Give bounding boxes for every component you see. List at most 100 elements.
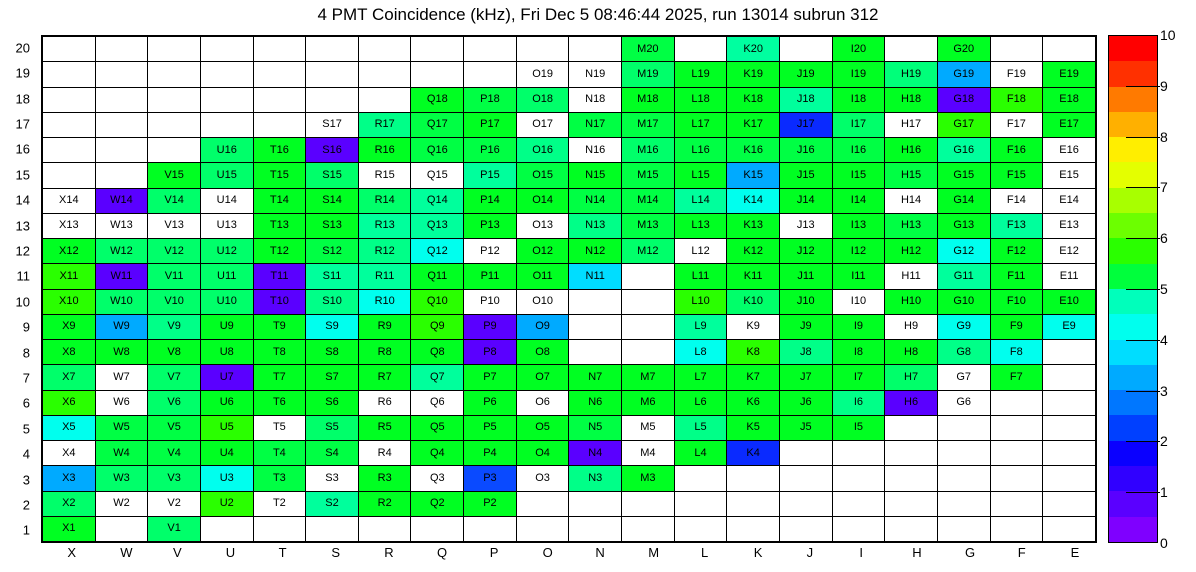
heatmap-cell-empty[interactable] bbox=[936, 465, 991, 492]
heatmap-cell-empty[interactable] bbox=[94, 35, 149, 63]
heatmap-cell-l11[interactable]: L11 bbox=[673, 263, 728, 290]
heatmap-cell-l10[interactable]: L10 bbox=[673, 288, 728, 315]
heatmap-cell-g18[interactable]: G18 bbox=[936, 86, 991, 113]
heatmap-cell-j19[interactable]: J19 bbox=[778, 61, 833, 88]
heatmap-cell-empty[interactable] bbox=[1042, 490, 1096, 517]
heatmap-cell-x5[interactable]: X5 bbox=[42, 414, 96, 442]
heatmap-cell-empty[interactable] bbox=[410, 35, 465, 63]
heatmap-cell-j8[interactable]: J8 bbox=[778, 338, 833, 366]
heatmap-cell-r5[interactable]: R5 bbox=[357, 414, 412, 442]
heatmap-cell-empty[interactable] bbox=[673, 465, 728, 492]
heatmap-cell-t15[interactable]: T15 bbox=[252, 162, 307, 189]
heatmap-cell-p7[interactable]: P7 bbox=[463, 364, 517, 391]
heatmap-cell-k5[interactable]: K5 bbox=[726, 414, 780, 442]
heatmap-cell-x1[interactable]: X1 bbox=[42, 515, 96, 543]
heatmap-cell-j12[interactable]: J12 bbox=[778, 237, 833, 265]
heatmap-cell-v10[interactable]: V10 bbox=[147, 288, 201, 315]
heatmap-cell-j11[interactable]: J11 bbox=[778, 263, 833, 290]
heatmap-cell-p13[interactable]: P13 bbox=[463, 212, 517, 240]
heatmap-cell-empty[interactable] bbox=[410, 61, 465, 88]
heatmap-cell-empty[interactable] bbox=[1042, 414, 1096, 442]
heatmap-cell-r12[interactable]: R12 bbox=[357, 237, 412, 265]
heatmap-cell-empty[interactable] bbox=[357, 61, 412, 88]
heatmap-cell-q8[interactable]: Q8 bbox=[410, 338, 465, 366]
heatmap-cell-r6[interactable]: R6 bbox=[357, 389, 412, 416]
heatmap-cell-m12[interactable]: M12 bbox=[621, 237, 675, 265]
heatmap-cell-w5[interactable]: W5 bbox=[94, 414, 149, 442]
heatmap-cell-f9[interactable]: F9 bbox=[989, 313, 1044, 341]
heatmap-cell-n3[interactable]: N3 bbox=[568, 465, 623, 492]
heatmap-cell-t14[interactable]: T14 bbox=[252, 187, 307, 214]
heatmap-cell-g10[interactable]: G10 bbox=[936, 288, 991, 315]
heatmap-cell-j17[interactable]: J17 bbox=[778, 111, 833, 139]
heatmap-cell-q10[interactable]: Q10 bbox=[410, 288, 465, 315]
heatmap-cell-empty[interactable] bbox=[94, 136, 149, 164]
heatmap-cell-v13[interactable]: V13 bbox=[147, 212, 201, 240]
heatmap-cell-u12[interactable]: U12 bbox=[199, 237, 254, 265]
heatmap-cell-k20[interactable]: K20 bbox=[726, 35, 780, 63]
heatmap-cell-g15[interactable]: G15 bbox=[936, 162, 991, 189]
heatmap-cell-m18[interactable]: M18 bbox=[621, 86, 675, 113]
heatmap-cell-e11[interactable]: E11 bbox=[1042, 263, 1096, 290]
heatmap-cell-m7[interactable]: M7 bbox=[621, 364, 675, 391]
heatmap-cell-e12[interactable]: E12 bbox=[1042, 237, 1096, 265]
heatmap-cell-empty[interactable] bbox=[94, 111, 149, 139]
heatmap-cell-e17[interactable]: E17 bbox=[1042, 111, 1096, 139]
heatmap-cell-x13[interactable]: X13 bbox=[42, 212, 96, 240]
heatmap-cell-u9[interactable]: U9 bbox=[199, 313, 254, 341]
heatmap-cell-empty[interactable] bbox=[42, 111, 96, 139]
heatmap-cell-empty[interactable] bbox=[94, 162, 149, 189]
heatmap-cell-s14[interactable]: S14 bbox=[305, 187, 359, 214]
heatmap-cell-s16[interactable]: S16 bbox=[305, 136, 359, 164]
heatmap-cell-empty[interactable] bbox=[568, 313, 623, 341]
heatmap-cell-g9[interactable]: G9 bbox=[936, 313, 991, 341]
heatmap-cell-m4[interactable]: M4 bbox=[621, 439, 675, 467]
heatmap-cell-e14[interactable]: E14 bbox=[1042, 187, 1096, 214]
heatmap-cell-empty[interactable] bbox=[94, 61, 149, 88]
heatmap-cell-x12[interactable]: X12 bbox=[42, 237, 96, 265]
heatmap-cell-empty[interactable] bbox=[989, 515, 1044, 543]
heatmap-cell-m6[interactable]: M6 bbox=[621, 389, 675, 416]
heatmap-cell-f19[interactable]: F19 bbox=[989, 61, 1044, 88]
heatmap-cell-r2[interactable]: R2 bbox=[357, 490, 412, 517]
heatmap-cell-o8[interactable]: O8 bbox=[515, 338, 570, 366]
heatmap-cell-j18[interactable]: J18 bbox=[778, 86, 833, 113]
heatmap-cell-empty[interactable] bbox=[989, 439, 1044, 467]
heatmap-cell-v9[interactable]: V9 bbox=[147, 313, 201, 341]
heatmap-cell-q12[interactable]: Q12 bbox=[410, 237, 465, 265]
heatmap-cell-j5[interactable]: J5 bbox=[778, 414, 833, 442]
heatmap-cell-p8[interactable]: P8 bbox=[463, 338, 517, 366]
heatmap-cell-m15[interactable]: M15 bbox=[621, 162, 675, 189]
heatmap-cell-f16[interactable]: F16 bbox=[989, 136, 1044, 164]
heatmap-cell-h13[interactable]: H13 bbox=[884, 212, 938, 240]
heatmap-cell-empty[interactable] bbox=[778, 515, 833, 543]
heatmap-cell-r14[interactable]: R14 bbox=[357, 187, 412, 214]
heatmap-cell-n13[interactable]: N13 bbox=[568, 212, 623, 240]
heatmap-cell-k14[interactable]: K14 bbox=[726, 187, 780, 214]
heatmap-cell-empty[interactable] bbox=[884, 465, 938, 492]
heatmap-cell-empty[interactable] bbox=[831, 490, 886, 517]
heatmap-cell-j13[interactable]: J13 bbox=[778, 212, 833, 240]
heatmap-cell-empty[interactable] bbox=[884, 414, 938, 442]
heatmap-cell-o7[interactable]: O7 bbox=[515, 364, 570, 391]
heatmap-cell-m13[interactable]: M13 bbox=[621, 212, 675, 240]
heatmap-cell-t11[interactable]: T11 bbox=[252, 263, 307, 290]
heatmap-cell-w7[interactable]: W7 bbox=[94, 364, 149, 391]
heatmap-cell-empty[interactable] bbox=[199, 515, 254, 543]
heatmap-cell-empty[interactable] bbox=[515, 515, 570, 543]
heatmap-cell-q7[interactable]: Q7 bbox=[410, 364, 465, 391]
heatmap-cell-m19[interactable]: M19 bbox=[621, 61, 675, 88]
heatmap-cell-i17[interactable]: I17 bbox=[831, 111, 886, 139]
heatmap-cell-j6[interactable]: J6 bbox=[778, 389, 833, 416]
heatmap-cell-empty[interactable] bbox=[621, 288, 675, 315]
heatmap-cell-i19[interactable]: I19 bbox=[831, 61, 886, 88]
heatmap-cell-n5[interactable]: N5 bbox=[568, 414, 623, 442]
heatmap-cell-empty[interactable] bbox=[778, 439, 833, 467]
heatmap-cell-h7[interactable]: H7 bbox=[884, 364, 938, 391]
heatmap-cell-g19[interactable]: G19 bbox=[936, 61, 991, 88]
heatmap-cell-w8[interactable]: W8 bbox=[94, 338, 149, 366]
heatmap-cell-empty[interactable] bbox=[305, 86, 359, 113]
heatmap-cell-empty[interactable] bbox=[305, 35, 359, 63]
heatmap-cell-empty[interactable] bbox=[884, 439, 938, 467]
heatmap-cell-q13[interactable]: Q13 bbox=[410, 212, 465, 240]
